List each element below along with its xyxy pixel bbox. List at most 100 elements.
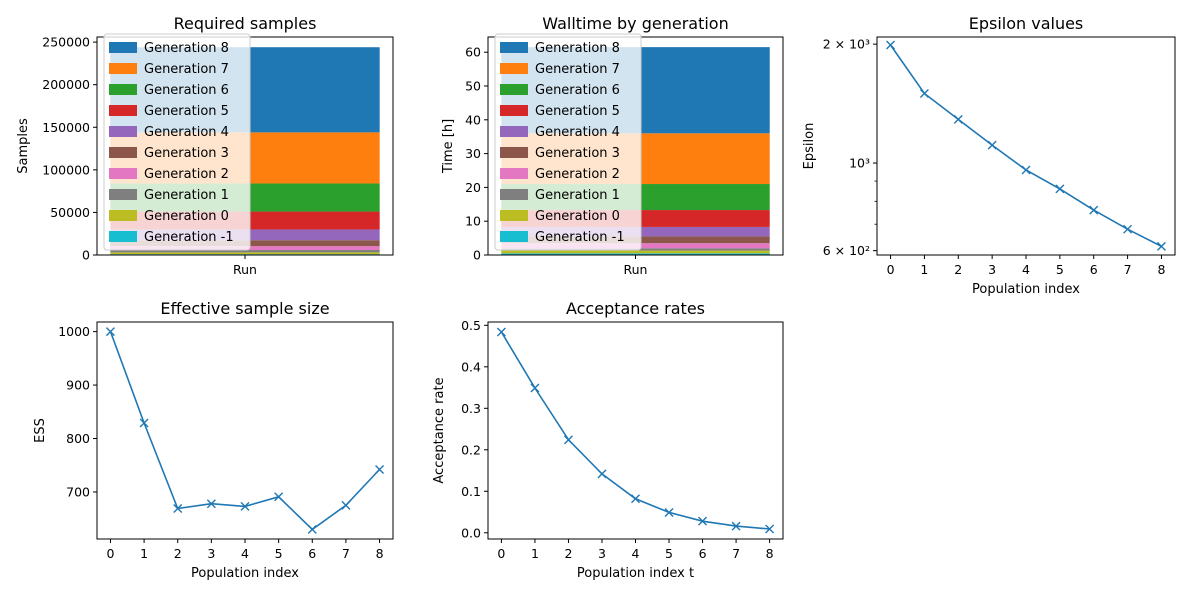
y-axis-label: Acceptance rate [432,377,447,483]
data-point [1089,205,1099,215]
x-tick-label: 8 [376,546,384,561]
x-tick-label: 7 [732,546,740,561]
data-point [1021,165,1031,175]
x-tick-label: 8 [1157,262,1165,277]
chart-title: Required samples [174,14,317,33]
y-tick-label: 0.1 [461,484,481,499]
legend-swatch [500,189,528,200]
x-tick-label: 8 [766,546,774,561]
x-tick-label: 4 [1022,262,1030,277]
legend-swatch [109,231,137,242]
bar-segment-generation-0 [501,250,770,254]
y-axis-label: Samples [16,118,31,174]
y-tick-label: 6 × 10² [823,243,870,258]
y-tick-label: 60 [465,45,481,60]
y-axis-label: Epsilon [802,123,817,170]
y-tick-label: 10³ [849,156,870,171]
data-point [563,435,573,445]
data-point [664,507,674,517]
chart-title: Effective sample size [160,299,329,318]
legend-swatch [109,189,137,200]
data-point [274,492,284,502]
legend-swatch [500,105,528,116]
data-point [530,383,540,393]
y-tick-label: 900 [66,378,90,393]
data-point [1156,241,1166,251]
chart-required_samples: 0 50000 100000 150000 200000 250000 Run Require… [16,14,394,277]
y-tick-label: 40 [465,112,481,127]
data-point [698,516,708,526]
x-tick-label: 4 [632,546,640,561]
y-tick-label: 700 [66,484,90,499]
legend-box [103,33,251,251]
x-tick-label: 6 [308,546,316,561]
chart-title: Walltime by generation [542,14,728,33]
data-point [631,494,640,504]
y-tick-label: 20 [465,180,481,195]
legend-label: Generation 4 [535,125,620,140]
data-point [307,524,317,534]
legend-swatch [500,210,528,221]
y-axis-label: ESS [33,418,48,443]
y-tick-label: 200000 [42,77,90,92]
data-point [173,504,183,514]
axes-frame [876,36,1176,256]
y-tick-label: 30 [465,146,481,161]
data-point [1055,184,1065,194]
data-point [953,114,963,124]
axes-frame [487,321,784,540]
x-tick-label: 5 [665,546,673,561]
x-tick-label: 1 [920,262,928,277]
legend-swatch [109,63,137,74]
x-tick-label: 7 [1124,262,1132,277]
x-axis-label: Population index [191,566,299,581]
legend-label: Generation 3 [144,146,229,161]
y-axis-label: Time [h] [441,119,456,174]
data-point [765,524,775,534]
legend-label: Generation 2 [535,167,620,182]
y-tick-label: 0.0 [461,525,481,540]
data-point [341,500,351,510]
legend-swatch [109,42,137,53]
legend-label: Generation 5 [144,104,229,119]
chart-title: Epsilon values [969,14,1084,33]
legend-swatch [500,231,528,242]
data-point [919,88,929,98]
y-tick-label: 50 [465,79,481,94]
data-point [1123,224,1133,234]
legend-swatch [500,168,528,179]
bar-segment-generation-0 [110,252,380,255]
legend-label: Generation 1 [535,188,620,203]
y-tick-label: 100000 [42,162,90,177]
x-tick-label: 5 [1056,262,1064,277]
y-tick-label: 800 [66,431,90,446]
y-tick-label: 50000 [50,205,90,220]
series-line [109,331,381,531]
x-tick-label: 3 [207,546,215,561]
legend-label: Generation 3 [535,146,620,161]
bar-segment-generation--1 [501,253,770,255]
x-tick-label: 1 [531,546,539,561]
series-line [889,44,1162,248]
x-tick-label: 2 [174,546,182,561]
legend-swatch [500,84,528,95]
y-tick-label: 0 [473,248,481,263]
legend-swatch [109,84,137,95]
legend-swatch [109,168,137,179]
legend-label: Generation 7 [144,62,229,77]
bar-segment-generation-1 [110,249,380,253]
data-point [206,499,216,509]
x-tick-label: 2 [954,262,962,277]
chart-acceptance: 0 1 2 3 4 5 6 7 8 0.0 0.1 0.2 0.3 0.4 0.5 Acceptance ra… [432,299,784,581]
data-point [987,140,997,150]
x-tick-label: 6 [699,546,707,561]
y-tick-label: 150000 [42,120,90,135]
data-point [496,327,506,337]
legend-label: Generation -1 [144,230,234,245]
legend-label: Generation 1 [144,188,229,203]
x-tick-label: 7 [342,546,350,561]
legend-swatch [109,210,137,221]
legend-label: Generation -1 [535,230,625,245]
x-tick-label: 0 [106,546,114,561]
